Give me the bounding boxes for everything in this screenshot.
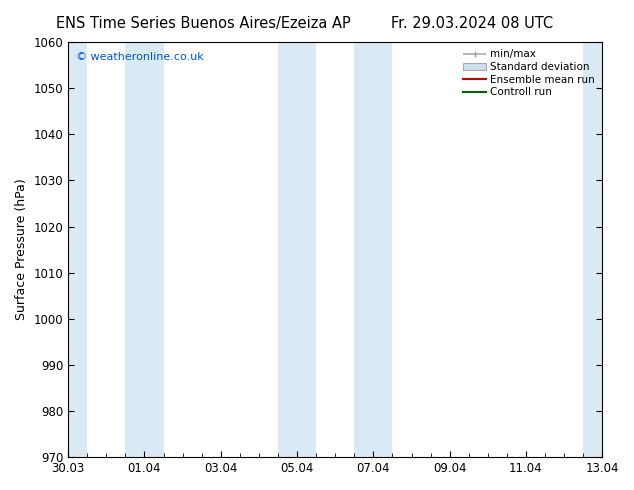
Text: ENS Time Series Buenos Aires/Ezeiza AP: ENS Time Series Buenos Aires/Ezeiza AP [56, 16, 350, 31]
Text: Fr. 29.03.2024 08 UTC: Fr. 29.03.2024 08 UTC [391, 16, 553, 31]
Bar [583, 42, 602, 457]
Bar [68, 42, 87, 457]
Text: © weatheronline.co.uk: © weatheronline.co.uk [76, 52, 204, 62]
Bar [126, 42, 164, 457]
Bar [354, 42, 392, 457]
Legend: min/max, Standard deviation, Ensemble mean run, Controll run: min/max, Standard deviation, Ensemble me… [461, 47, 597, 99]
Y-axis label: Surface Pressure (hPa): Surface Pressure (hPa) [15, 179, 28, 320]
Bar [278, 42, 316, 457]
